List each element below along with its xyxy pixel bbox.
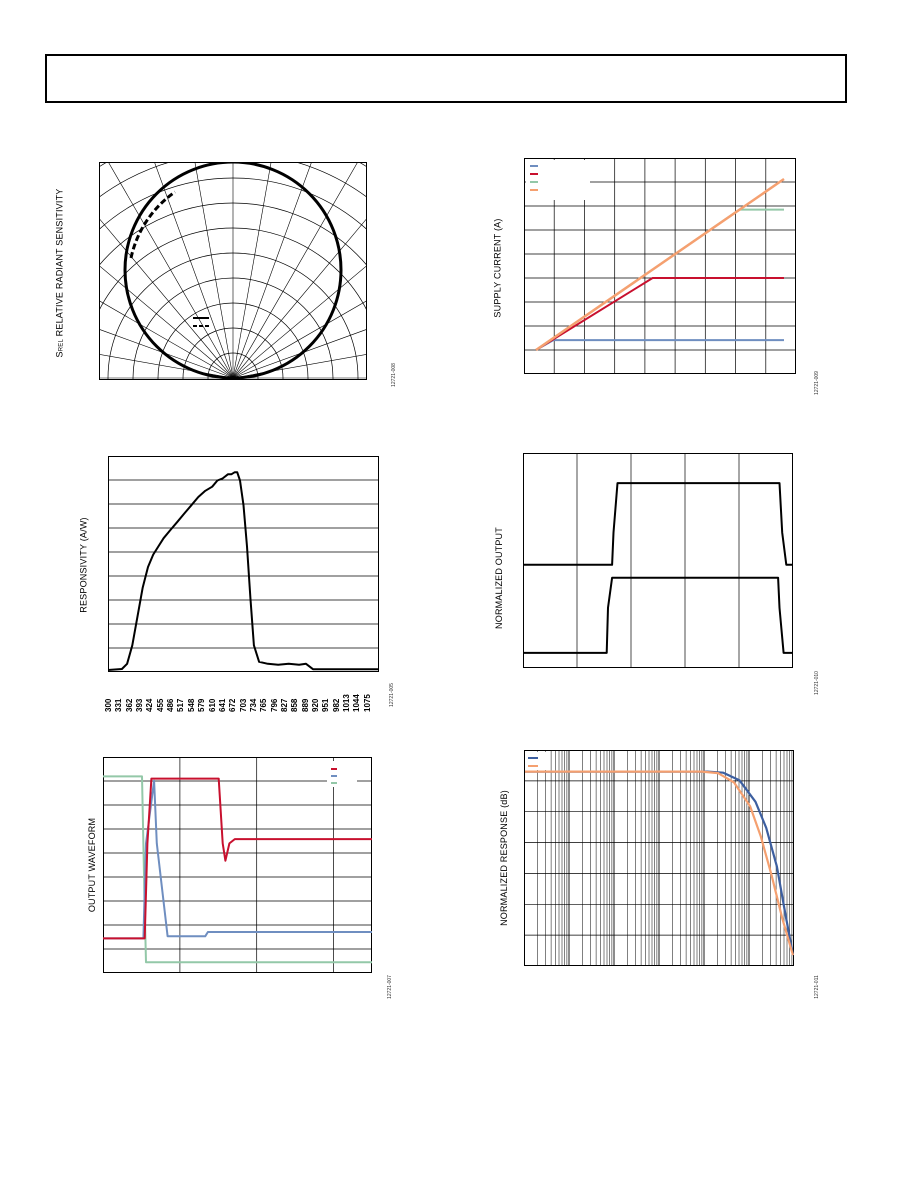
polar-series-dashed (129, 190, 176, 259)
x-tick-label: 765 (259, 698, 269, 712)
polar-grid-spoke (232, 217, 367, 379)
polar-grid-spoke (232, 300, 367, 379)
responsivity-chart (108, 456, 379, 672)
output-waveform-chart (103, 757, 372, 973)
x-tick-label: 641 (217, 698, 227, 712)
page-header-box (45, 54, 847, 103)
data-line (535, 339, 784, 351)
polar-y-axis-label: SREL RELATIVE RADIANT SENSITIVITY (55, 189, 65, 358)
polar-grid-spoke (107, 162, 234, 379)
plot-frame (103, 757, 372, 973)
polar-grid-spoke (232, 265, 367, 379)
responsivity-curve (108, 471, 379, 671)
figure-code: 12721-005 (388, 683, 395, 707)
x-tick-label: 734 (248, 698, 258, 712)
x-tick-label: 920 (311, 698, 320, 712)
x-tick-label: 796 (269, 698, 279, 712)
supply-current-chart (524, 158, 796, 374)
polar-grid-spoke (99, 354, 234, 379)
figure-normalized-output (523, 453, 793, 668)
figure-code: 12721-011 (813, 975, 820, 999)
polar-grid-spoke (99, 300, 234, 379)
polar-grid-spoke (232, 354, 367, 379)
figure-normalized-response (524, 750, 794, 966)
polar-grid (99, 162, 367, 380)
plot-frame (524, 158, 796, 374)
figure-code: 12721-010 (813, 671, 820, 695)
polar-grid-spoke (232, 162, 312, 379)
figure-polar-sensitivity (99, 162, 367, 380)
x-tick-label: 331 (114, 698, 124, 712)
x-tick-label: 300 (104, 698, 113, 712)
polar-grid-spoke (99, 328, 234, 379)
plot-frame (523, 453, 793, 668)
x-tick-label: 393 (135, 698, 145, 712)
polar-grid-spoke (99, 265, 234, 379)
polar-chart (99, 162, 367, 380)
normalized-response-chart (524, 750, 794, 966)
normalized-output-trace (523, 482, 793, 566)
axis-symbol: S (54, 351, 65, 358)
x-tick-label: 827 (279, 698, 289, 712)
normalized-output-chart (523, 453, 793, 668)
x-tick-label: 486 (166, 698, 176, 712)
x-tick-label: 858 (290, 698, 300, 712)
x-tick-label: 1013 (342, 694, 351, 712)
responsivity-y-axis-label: RESPONSIVITY (A/W) (78, 517, 89, 613)
normalized-output-trace (523, 576, 793, 654)
polar-series-solid (123, 162, 343, 380)
x-tick-label: 579 (197, 698, 207, 712)
data-line (535, 277, 784, 351)
data-line (535, 177, 785, 352)
frequency-response-curve (525, 770, 794, 956)
x-tick-label: 703 (238, 698, 248, 712)
figure-output-waveform (103, 757, 372, 973)
x-tick-label: 1044 (352, 694, 362, 712)
supply-current-y-axis-label: SUPPLY CURRENT (A) (492, 218, 503, 318)
polar-grid-spoke (232, 162, 359, 379)
polar-grid-spoke (232, 328, 367, 379)
legend-background (526, 752, 548, 770)
figure-code: 12721-007 (386, 975, 393, 999)
axis-symbol-subscript: REL (58, 339, 65, 352)
figure-code: 12721-009 (813, 371, 820, 395)
x-tick-label: 455 (155, 698, 165, 712)
x-tick-label: 889 (300, 698, 310, 712)
x-tick-label: 362 (124, 698, 134, 712)
waveform-trace (103, 779, 372, 940)
x-tick-label: 548 (186, 698, 196, 712)
output-waveform-y-axis-label: OUTPUT WAVEFORM (87, 817, 98, 913)
polar-grid-spoke (154, 162, 234, 379)
data-line (535, 208, 784, 351)
x-tick-label: 951 (321, 698, 331, 712)
x-tick-label: 424 (145, 698, 155, 712)
x-tick-label: 610 (207, 698, 217, 712)
x-tick-label: 672 (228, 698, 238, 712)
plot-frame (108, 456, 379, 672)
axis-label-text: RELATIVE RADIANT SENSITIVITY (54, 188, 65, 337)
figure-code: 12721-008 (390, 363, 397, 387)
polar-grid-spoke (232, 162, 272, 379)
x-tick-label: 517 (176, 698, 186, 712)
figure-supply-current (524, 158, 796, 374)
polar-grid-spoke (194, 162, 234, 379)
normalized-output-y-axis-label: NORMALIZED OUTPUT (493, 527, 504, 629)
figure-responsivity (108, 456, 379, 672)
normalized-response-y-axis-label: NORMALIZED RESPONSE (dB) (498, 790, 509, 926)
x-tick-label: 1075 (362, 694, 372, 712)
x-tick-label: 982 (331, 698, 341, 712)
waveform-trace (103, 777, 372, 940)
